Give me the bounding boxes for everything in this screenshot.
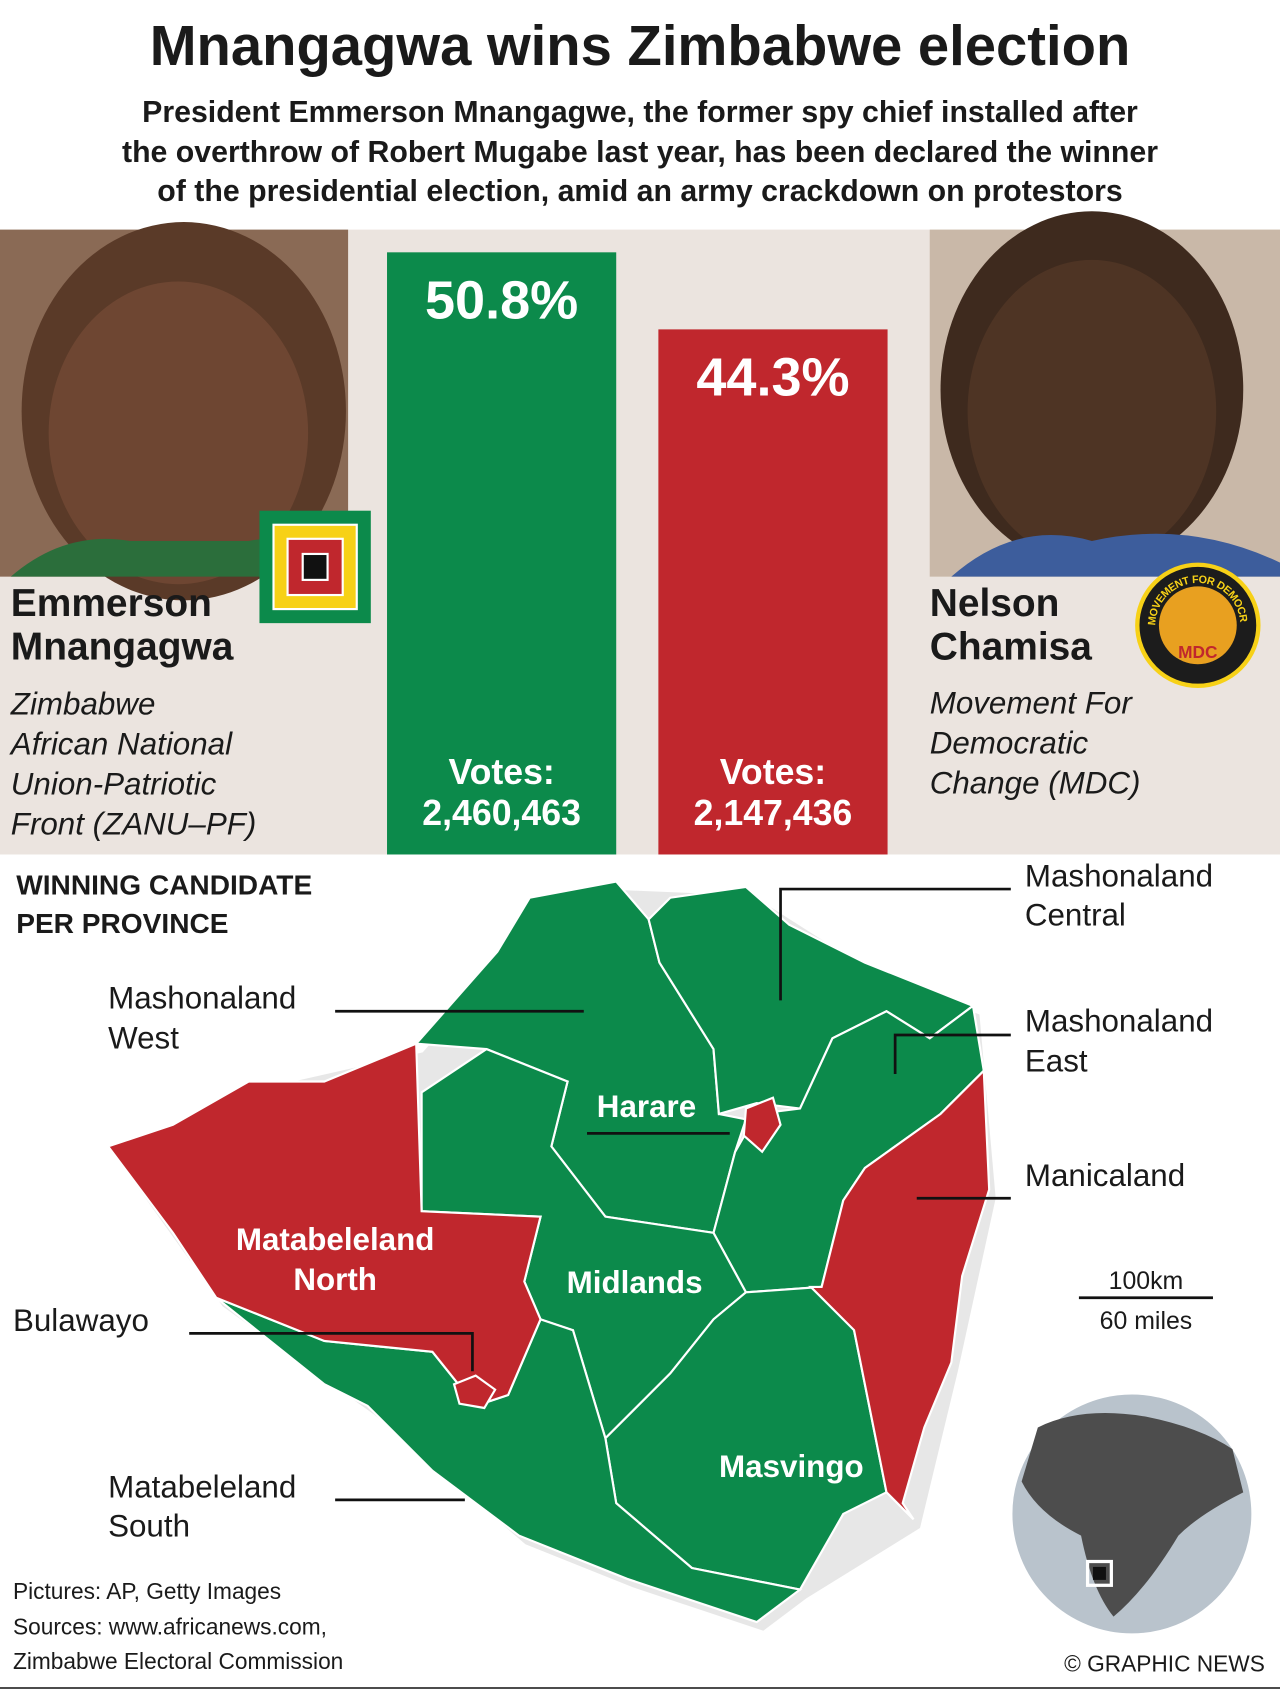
leader-line [189,1332,474,1372]
party-name: Front (ZANU–PF) [11,807,257,842]
candidate-name: Chamisa [930,625,1093,668]
candidate-name: Nelson [930,582,1060,625]
candidate-name: Mnangagwa [11,625,234,668]
map [106,880,996,1631]
province-label: North [293,1262,377,1297]
party-name: Zimbabwe [10,687,156,722]
subtitle: President Emmerson Mnangagwe, the former… [142,96,1138,129]
leader-line [779,887,1011,1001]
province-label: Bulawayo [13,1303,149,1338]
province-label: Central [1025,897,1126,932]
party-flag [259,510,371,624]
subtitle: of the presidential election, amid an ar… [157,175,1122,208]
province-label: Harare [597,1089,696,1124]
value-label: 50.8% [425,270,578,330]
province-label: Masvingo [719,1449,864,1484]
title: Mnangagwa wins Zimbabwe election [150,14,1131,77]
bar [658,329,888,855]
province-label: East [1025,1043,1088,1078]
locator-globe [1009,1391,1255,1637]
bar [387,252,617,855]
province-label: South [108,1508,190,1543]
map-heading: PER PROVINCE [16,908,228,939]
province [106,1042,542,1408]
photo-right [929,211,1280,577]
leader-line [893,1033,1011,1074]
province [742,1096,782,1154]
province-label: Midlands [567,1265,703,1300]
scale-label: 60 miles [1100,1307,1193,1335]
logo-abbr: MDC [1178,642,1217,662]
province [452,1374,497,1410]
votes-value: 2,460,463 [422,793,581,833]
province-label: West [108,1021,179,1056]
votes-value: 2,147,436 [694,793,853,833]
sources: Sources: www.africanews.com, [13,1614,327,1640]
province-label: Mashonaland [108,981,296,1016]
party-name: Union-Patriotic [11,767,217,802]
province-label: Matabeleland [236,1222,435,1257]
province-label: Mashonaland [1025,1003,1213,1038]
province-label: Mashonaland [1025,859,1213,894]
party-name: African National [9,727,233,762]
province [808,1068,991,1521]
value-label: 44.3% [696,348,849,408]
party-name: Movement For [930,686,1134,721]
votes-label: Votes: [448,752,554,792]
sources: Zimbabwe Electoral Commission [13,1648,343,1674]
province-label: Matabeleland [108,1469,296,1504]
province-label: Manicaland [1025,1158,1185,1193]
party-name: Change (MDC) [930,766,1141,801]
candidate-name: Emmerson [11,582,212,625]
party-name: Democratic [930,726,1089,761]
map-heading: WINNING CANDIDATE [16,869,312,900]
scale-label: 100km [1109,1267,1184,1295]
subtitle: the overthrow of Robert Mugabe last year… [122,136,1158,169]
credits: Pictures: AP, Getty Images [13,1578,281,1604]
votes-label: Votes: [720,752,826,792]
copyright: © GRAPHIC NEWS [1064,1650,1265,1676]
